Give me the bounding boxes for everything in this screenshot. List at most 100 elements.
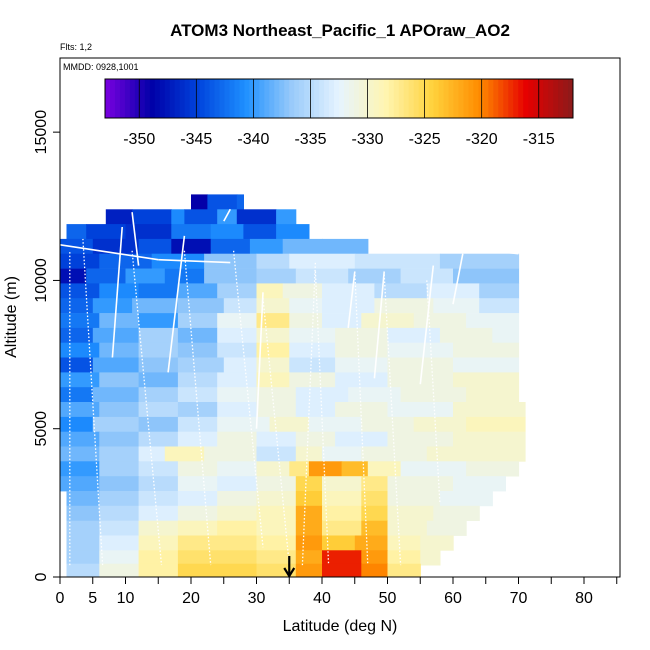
colorbar-swatch-88 bbox=[543, 79, 549, 118]
heatmap-cell-7-1 bbox=[92, 298, 133, 314]
heatmap-cell-1-6 bbox=[276, 209, 297, 225]
heatmap-cell-25-9 bbox=[387, 563, 421, 577]
heatmap-cell-9-8 bbox=[387, 327, 441, 344]
heatmap-cell-14-7 bbox=[335, 402, 389, 418]
heatmap-cell-19-6 bbox=[295, 476, 323, 492]
heatmap-cell-12-9 bbox=[453, 372, 520, 388]
x-tick-label-6: 50 bbox=[379, 590, 397, 607]
heatmap-cell-5-9 bbox=[453, 268, 520, 284]
heatmap-cell-22-3 bbox=[177, 520, 218, 536]
heatmap-cell-20-3 bbox=[177, 491, 218, 507]
heatmap-cell-14-4 bbox=[217, 402, 258, 418]
flight-track-19 bbox=[452, 253, 464, 305]
colorbar-swatch-8 bbox=[144, 79, 151, 118]
y-tick-label-1: 5000 bbox=[33, 411, 50, 447]
heatmap-cell-5-1 bbox=[86, 268, 127, 284]
heatmap-cell-13-1 bbox=[92, 387, 140, 403]
heatmap-cell-10-7 bbox=[335, 342, 389, 358]
heatmap-cell-23-8 bbox=[354, 535, 389, 551]
heatmap-cell-14-2 bbox=[138, 402, 179, 418]
colorbar-frame bbox=[104, 78, 574, 119]
heatmap-cell-10-9 bbox=[453, 342, 520, 358]
heatmap-cell-8-4 bbox=[217, 313, 258, 329]
heatmap-cell-10-4 bbox=[217, 342, 258, 358]
dates-label: MMDD: 0928,1001 bbox=[63, 62, 139, 72]
heatmap-cell-15-9 bbox=[466, 416, 526, 433]
heatmap-cell-10-6 bbox=[289, 342, 336, 358]
heatmap-cell-4-4 bbox=[256, 253, 290, 269]
flight-track-21 bbox=[158, 258, 231, 264]
heatmap-cell-4-0 bbox=[60, 253, 100, 269]
x-tick-label-3: 20 bbox=[182, 590, 200, 607]
heatmap-cell-6-9 bbox=[426, 283, 480, 299]
colorbar-swatch-37 bbox=[289, 79, 295, 118]
colorbar-swatch-4 bbox=[124, 79, 131, 118]
colorbar-tick-label-3: -335 bbox=[294, 131, 326, 148]
heatmap-cell-13-5 bbox=[256, 387, 297, 403]
colorbar-swatch-50 bbox=[353, 79, 360, 118]
heatmap-cell-20-7 bbox=[322, 491, 362, 507]
x-tick-label-7: 60 bbox=[444, 590, 462, 607]
colorbar-swatch-85 bbox=[528, 79, 534, 118]
heatmap-cell-3-5 bbox=[249, 238, 284, 255]
heatmap-cell-21-9 bbox=[387, 505, 434, 521]
heatmap-cell-7-3 bbox=[177, 298, 225, 314]
heatmap-cell-24-7 bbox=[322, 550, 362, 566]
heatmap-cell-8-6 bbox=[289, 313, 323, 329]
heatmap-cell-20-6 bbox=[295, 491, 323, 507]
colorbar-swatch-14 bbox=[174, 79, 181, 118]
flight-track-13 bbox=[347, 271, 356, 328]
heatmap-cell-11-1 bbox=[92, 357, 140, 373]
heatmap-cell-22-8 bbox=[361, 520, 389, 536]
heatmap-cell-16-1 bbox=[99, 431, 140, 447]
flight-track-16 bbox=[383, 274, 402, 566]
heatmap-cell-22-7 bbox=[322, 520, 362, 536]
colorbar-swatch-10 bbox=[154, 79, 161, 118]
heatmap-cell-18-4 bbox=[217, 461, 258, 477]
heatmap-cell-12-1 bbox=[99, 372, 140, 388]
heatmap-cell-13-9 bbox=[466, 387, 520, 403]
heatmap-cell-19-1 bbox=[99, 476, 140, 492]
colorbar-swatch-13 bbox=[169, 79, 176, 118]
heatmap-cell-13-3 bbox=[177, 387, 218, 403]
colorbar-swatch-61 bbox=[408, 79, 415, 118]
heatmap-cell-11-6 bbox=[289, 357, 336, 373]
heatmap-cell-18-6 bbox=[289, 461, 310, 477]
heatmap-cell-6-8 bbox=[374, 283, 428, 299]
heatmap-cell-20-8 bbox=[361, 491, 389, 507]
colorbar-swatch-64 bbox=[423, 79, 430, 118]
heatmap-cell-11-9 bbox=[453, 357, 520, 373]
heatmap-cell-7-5 bbox=[256, 298, 290, 314]
heatmap-cell-5-2 bbox=[125, 268, 166, 284]
colorbar-swatch-65 bbox=[428, 79, 435, 118]
plot-frame bbox=[59, 57, 621, 578]
heatmap-cell-7-8 bbox=[374, 298, 434, 314]
colorbar-swatch-70 bbox=[453, 79, 459, 118]
heatmap-cell-23-6 bbox=[295, 535, 323, 551]
colorbar-swatch-23 bbox=[219, 79, 225, 118]
colorbar-swatch-86 bbox=[533, 79, 539, 118]
heatmap-cell-18-7 bbox=[308, 461, 343, 477]
heatmap-cell-25-3 bbox=[177, 563, 218, 577]
heatmap-cell-0-1 bbox=[207, 194, 238, 210]
heatmap-cell-6-6 bbox=[282, 283, 323, 299]
heatmap-cell-3-2 bbox=[138, 238, 172, 255]
heatmap-cell-10-8 bbox=[387, 342, 454, 358]
heatmap-cell-19-3 bbox=[177, 476, 218, 492]
heatmap-cell-10-1 bbox=[99, 342, 140, 358]
colorbar-swatch-47 bbox=[339, 79, 345, 118]
heatmap-cell-21-2 bbox=[138, 505, 179, 521]
heatmap-cell-18-5 bbox=[256, 461, 290, 477]
heatmap-cell-9-6 bbox=[289, 327, 336, 344]
heatmap-cell-11-4 bbox=[223, 357, 258, 373]
colorbar-swatch-83 bbox=[518, 79, 524, 118]
heatmap-cell-14-3 bbox=[177, 402, 218, 418]
x-tick-label-9: 80 bbox=[575, 590, 593, 607]
colorbar-swatch-41 bbox=[309, 79, 315, 118]
colorbar-swatch-51 bbox=[358, 79, 365, 118]
flight-track-8 bbox=[232, 250, 264, 548]
heatmap-cell-12-7 bbox=[335, 372, 389, 388]
colorbar-swatch-59 bbox=[398, 79, 405, 118]
heatmap-cell-12-2 bbox=[138, 372, 179, 388]
heatmap-cell-16-3 bbox=[177, 431, 218, 447]
